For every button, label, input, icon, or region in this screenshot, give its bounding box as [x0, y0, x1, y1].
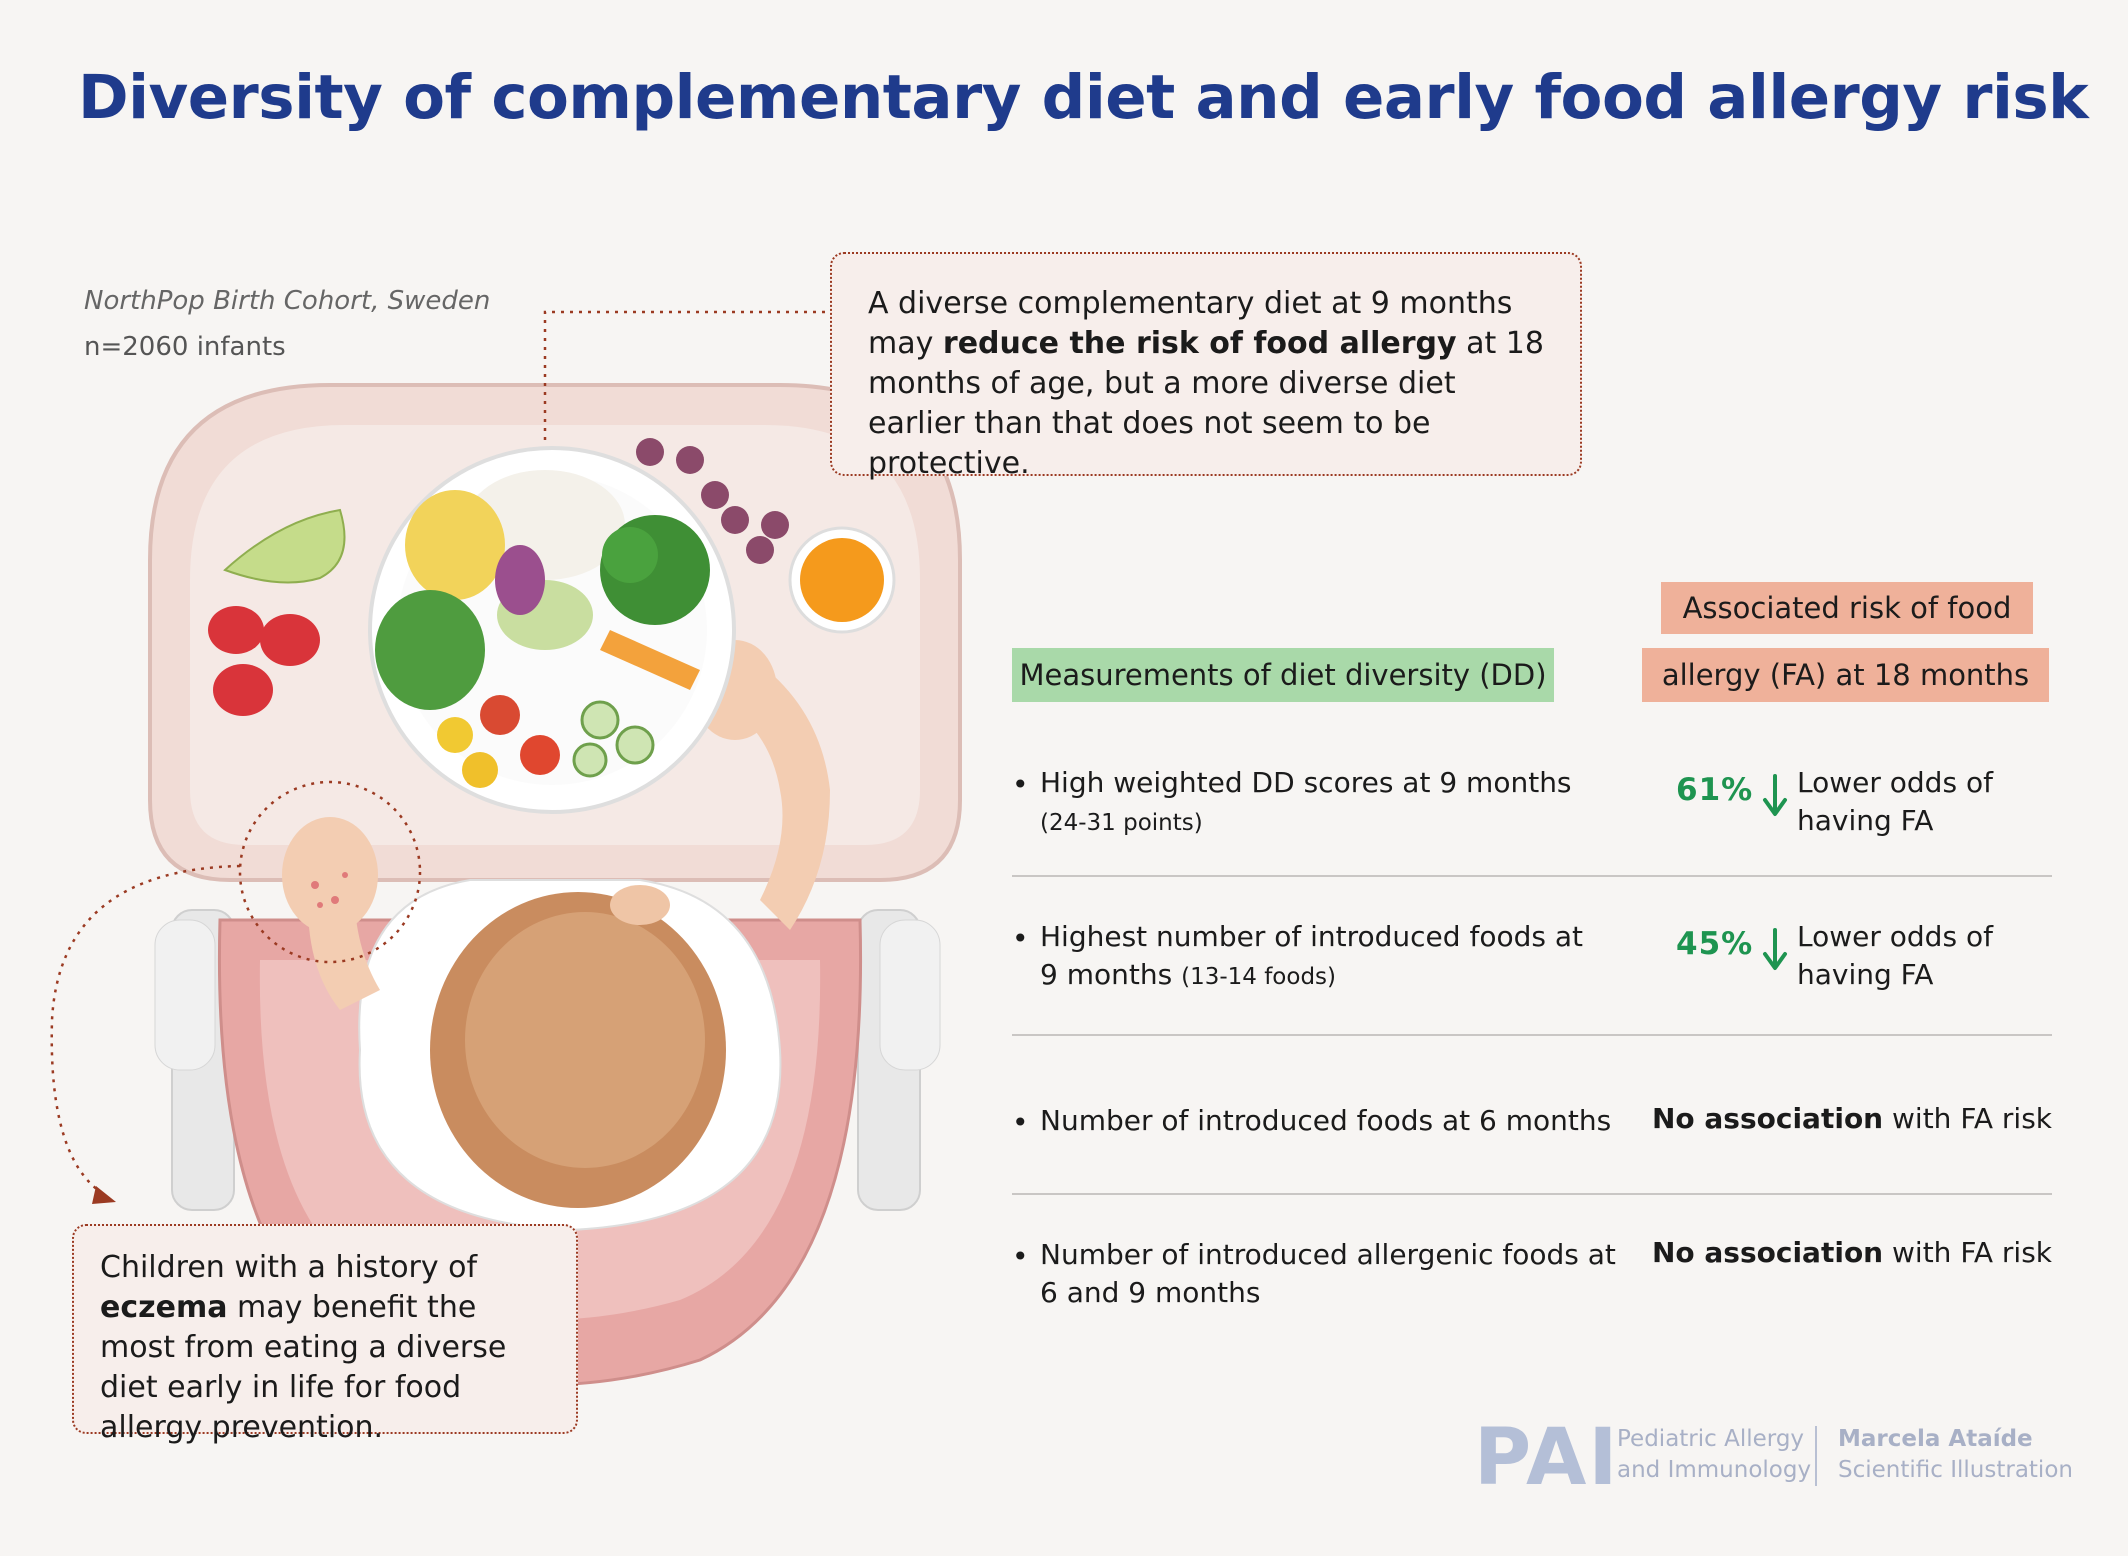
down-arrow-icon	[1763, 774, 1787, 816]
odds-percent: 61%	[1676, 772, 1754, 808]
association-bold: No association	[1651, 1102, 1884, 1135]
risk-header-line1: Associated risk of food	[1661, 582, 2033, 634]
bullet-icon: •	[1012, 1240, 1029, 1273]
bullet-icon: •	[1012, 922, 1029, 955]
row-divider	[1012, 1034, 2052, 1036]
result-row: • High weighted DD scores at 9 months (2…	[1012, 764, 2052, 864]
cohort-name: NorthPop Birth Cohort, Sweden	[84, 286, 491, 316]
row-divider	[1012, 875, 2052, 877]
result-row: • Number of introduced foods at 6 months…	[1012, 1102, 2052, 1152]
journal-name: Pediatric Allergy and Immunology	[1617, 1424, 1811, 1486]
measurement-line1: Number of introduced foods at 6 months	[1040, 1104, 1612, 1137]
result-row: • Number of introduced allergenic foods …	[1012, 1236, 2052, 1326]
artist-credit: Marcela Ataíde Scientific Illustration	[1838, 1424, 2073, 1486]
page-title: Diversity of complementary diet and earl…	[78, 62, 2089, 133]
result-row: • Highest number of introduced foods at …	[1012, 918, 2052, 1018]
artist-role: Scientific Illustration	[1838, 1457, 2073, 1483]
journal-logo: PAI	[1474, 1413, 1620, 1503]
bullet-icon: •	[1012, 768, 1029, 801]
measurement-line1: Number of introduced allergenic foods at	[1040, 1238, 1616, 1271]
association-rest: with FA risk	[1883, 1236, 2052, 1269]
eczema-text-b: may benefit the most from eating a diver…	[100, 1290, 507, 1445]
key-finding-callout: A diverse complementary diet at 9 months…	[830, 252, 1582, 481]
callout-text-b: at 18 months of age, but a more diverse …	[868, 326, 1544, 481]
measurement-text: High weighted DD scores at 9 months (24-…	[1040, 764, 1572, 842]
measurement-text: Highest number of introduced foods at 9 …	[1040, 918, 1583, 996]
odds-percent: 45%	[1676, 926, 1754, 962]
odds-line1: Lower odds of	[1797, 766, 1993, 799]
odds-line1: Lower odds of	[1797, 920, 1993, 953]
callout-text-bold: reduce the risk of food allergy	[942, 326, 1457, 361]
bullet-icon: •	[1012, 1106, 1029, 1139]
measurement-detail: (24-31 points)	[1040, 810, 1203, 836]
measurement-line2: 6 and 9 months	[1040, 1276, 1261, 1309]
association-rest: with FA risk	[1883, 1102, 2052, 1135]
odds-text: Lower odds of having FA	[1797, 918, 1993, 994]
eczema-callout: Children with a history of eczema may be…	[72, 1224, 578, 1445]
odds-line2: having FA	[1797, 958, 1934, 991]
down-arrow-icon	[1763, 928, 1787, 970]
association-bold: No association	[1651, 1236, 1884, 1269]
measurement-detail: (13-14 foods)	[1181, 964, 1337, 990]
measurement-line2: 9 months	[1040, 958, 1182, 991]
row-divider	[1012, 1193, 2052, 1195]
journal-line1: Pediatric Allergy	[1617, 1426, 1805, 1452]
association-text: No association with FA risk	[1652, 1236, 2052, 1269]
eczema-text-a: Children with a history of	[100, 1250, 478, 1285]
association-text: No association with FA risk	[1652, 1102, 2052, 1135]
odds-text: Lower odds of having FA	[1797, 764, 1993, 840]
sample-size: n=2060 infants	[84, 332, 286, 362]
risk-header-line2: allergy (FA) at 18 months	[1642, 648, 2049, 702]
eczema-text-bold: eczema	[100, 1290, 228, 1325]
artist-name: Marcela Ataíde	[1838, 1426, 2033, 1452]
callout-text-a: A diverse complementary diet at 9 months…	[868, 286, 1513, 361]
odds-line2: having FA	[1797, 804, 1934, 837]
measurement-line1: High weighted DD scores at 9 months	[1040, 766, 1572, 799]
measurement-line1: Highest number of introduced foods at	[1040, 920, 1583, 953]
measurements-header: Measurements of diet diversity (DD)	[1012, 648, 1554, 702]
measurement-text: Number of introduced allergenic foods at…	[1040, 1236, 1616, 1312]
journal-line2: and Immunology	[1617, 1457, 1812, 1483]
footer-divider	[1815, 1426, 1817, 1486]
